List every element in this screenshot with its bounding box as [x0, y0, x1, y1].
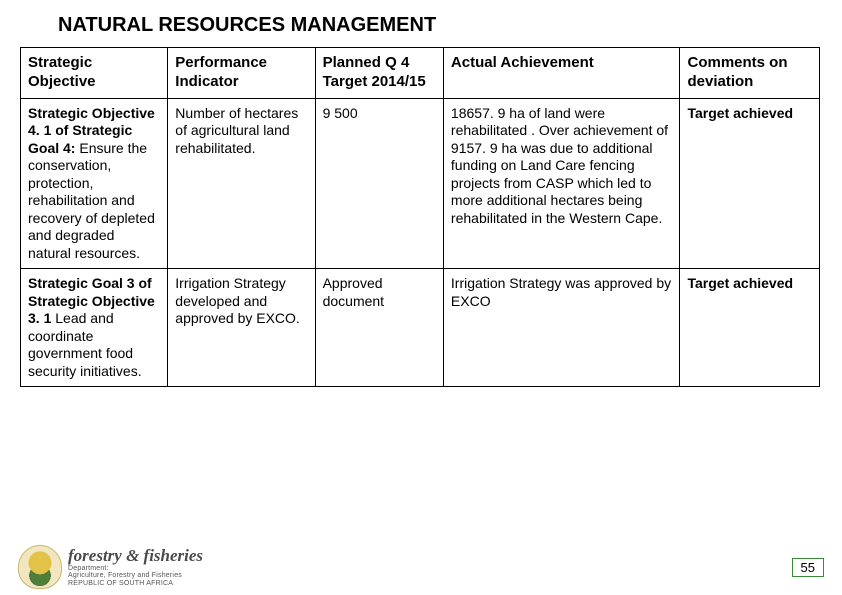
cell-comments: Target achieved	[680, 269, 820, 387]
page-title: NATURAL RESOURCES MANAGEMENT	[0, 0, 842, 47]
col-performance-indicator: Performance Indicator	[168, 48, 315, 99]
objective-rest: Ensure the conservation, protection, reh…	[28, 140, 155, 261]
cell-indicator: Number of hectares of agricultural land …	[168, 98, 315, 269]
brand-text: forestry & fisheries Department: Agricul…	[68, 547, 203, 587]
table-row: Strategic Objective 4. 1 of Strategic Go…	[21, 98, 820, 269]
cell-target: Approved document	[315, 269, 443, 387]
cell-target: 9 500	[315, 98, 443, 269]
table-header-row: Strategic Objective Performance Indicato…	[21, 48, 820, 99]
brand-block: forestry & fisheries Department: Agricul…	[18, 545, 203, 589]
cell-comments: Target achieved	[680, 98, 820, 269]
coat-of-arms-icon	[18, 545, 62, 589]
col-comments: Comments on deviation	[680, 48, 820, 99]
page-number: 55	[792, 558, 824, 577]
brand-sub2: Agriculture, Forestry and Fisheries	[68, 572, 203, 579]
table-row: Strategic Goal 3 of Strategic Objective …	[21, 269, 820, 387]
brand-sub3: REPUBLIC OF SOUTH AFRICA	[68, 580, 203, 587]
col-planned-target: Planned Q 4 Target 2014/15	[315, 48, 443, 99]
col-actual-achievement: Actual Achievement	[443, 48, 680, 99]
cell-objective: Strategic Goal 3 of Strategic Objective …	[21, 269, 168, 387]
cell-objective: Strategic Objective 4. 1 of Strategic Go…	[21, 98, 168, 269]
col-strategic-objective: Strategic Objective	[21, 48, 168, 99]
footer: forestry & fisheries Department: Agricul…	[18, 545, 824, 589]
brand-name: forestry & fisheries	[68, 547, 203, 565]
brand-sub1: Department:	[68, 565, 203, 572]
cell-achievement: Irrigation Strategy was approved by EXCO	[443, 269, 680, 387]
cell-achievement: 18657. 9 ha of land were rehabilitated .…	[443, 98, 680, 269]
resources-table: Strategic Objective Performance Indicato…	[20, 47, 820, 387]
cell-indicator: Irrigation Strategy developed and approv…	[168, 269, 315, 387]
